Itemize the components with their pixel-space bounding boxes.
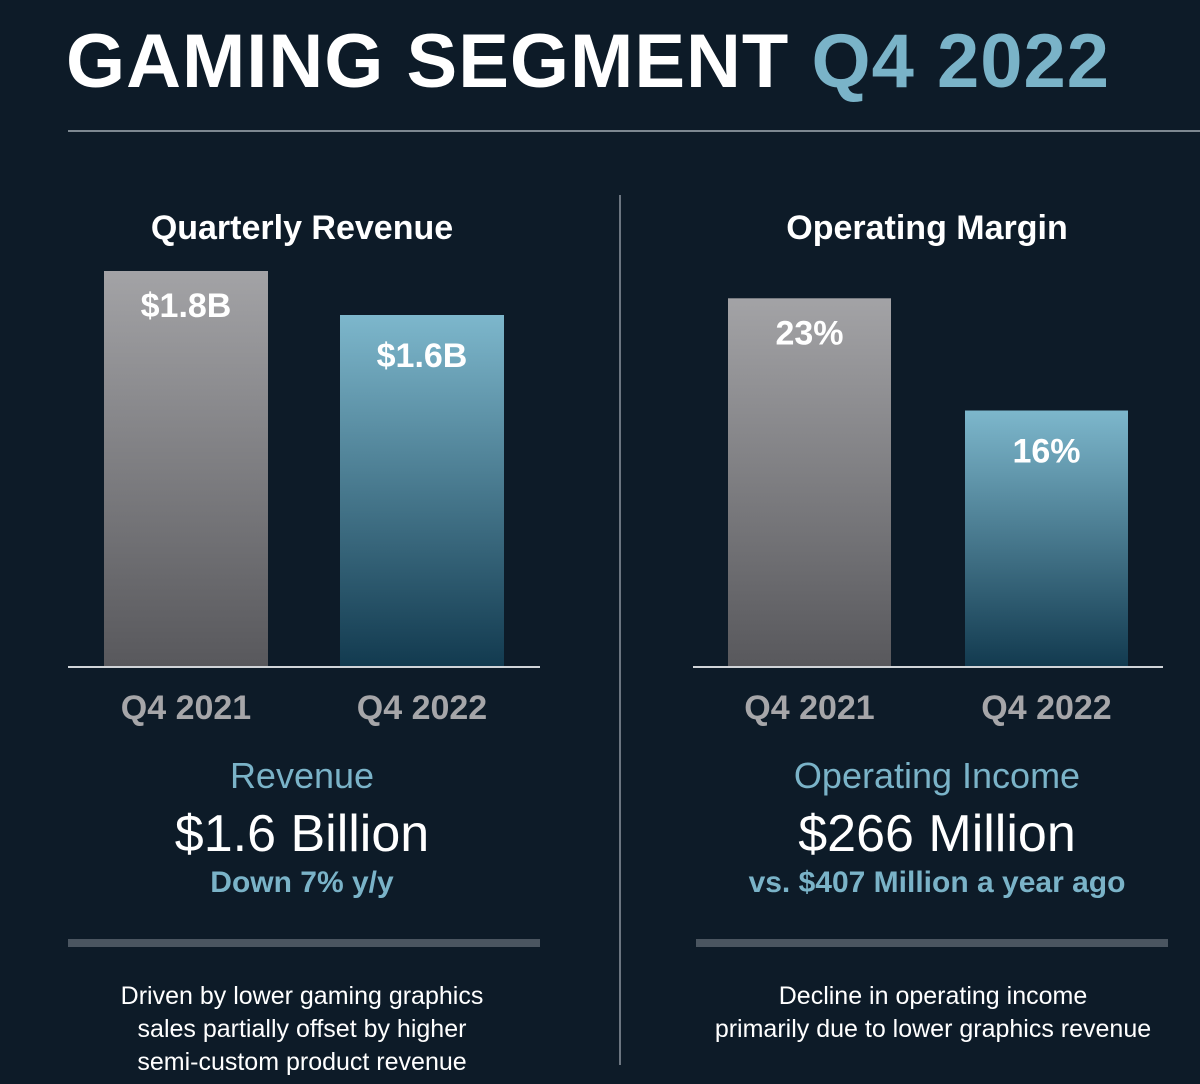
revenue-data-label: $1.8B <box>141 287 232 325</box>
panel-divider <box>619 195 621 1065</box>
income-value: $266 Million <box>798 805 1076 863</box>
margin-chart: 23% Q4 2021 16% Q4 2022 <box>693 298 1163 727</box>
title-accent: Q4 2022 <box>811 19 1111 104</box>
margin-bar-q4-2022 <box>965 410 1128 667</box>
revenue-chart-title: Quarterly Revenue <box>150 209 454 247</box>
revenue-note-line: Driven by lower gaming graphics <box>120 982 484 1010</box>
revenue-tick-label: Q4 2021 <box>121 689 251 727</box>
revenue-bar-q4-2021 <box>104 271 268 667</box>
income-label: Operating Income <box>793 755 1081 796</box>
left-separator <box>68 939 540 947</box>
income-comparison: vs. $407 Million a year ago <box>748 866 1126 899</box>
revenue-chart: $1.8B Q4 2021 $1.6B Q4 2022 <box>68 271 540 727</box>
income-note: Decline in operating income primarily du… <box>673 980 1193 1046</box>
margin-data-label: 23% <box>775 314 843 352</box>
margin-chart-title: Operating Margin <box>786 209 1068 247</box>
revenue-note-line: sales partially offset by higher <box>137 1015 467 1043</box>
revenue-note: Driven by lower gaming graphics sales pa… <box>42 980 562 1079</box>
title-underline <box>68 130 1200 132</box>
right-separator <box>696 939 1168 947</box>
page-title: GAMING SEGMENT Q4 2022 <box>66 20 1110 104</box>
title-main: GAMING SEGMENT <box>66 19 790 104</box>
income-note-line: Decline in operating income <box>778 982 1088 1010</box>
charts-svg: $1.8B Q4 2021 $1.6B Q4 2022 23% Q4 2021 16% Q4… <box>68 271 1163 727</box>
margin-bar-q4-2021 <box>728 298 891 667</box>
revenue-note-line: semi-custom product revenue <box>137 1048 467 1076</box>
revenue-tick-label: Q4 2022 <box>357 689 487 727</box>
margin-data-label: 16% <box>1012 433 1080 471</box>
margin-tick-label: Q4 2022 <box>981 689 1111 727</box>
revenue-label: Revenue <box>229 755 375 796</box>
revenue-value: $1.6 Billion <box>174 805 430 863</box>
income-note-line: primarily due to lower graphics revenue <box>714 1015 1152 1043</box>
revenue-change: Down 7% y/y <box>210 866 394 899</box>
margin-tick-label: Q4 2021 <box>744 689 874 727</box>
revenue-bar-q4-2022 <box>340 315 504 667</box>
revenue-data-label: $1.6B <box>377 337 468 375</box>
